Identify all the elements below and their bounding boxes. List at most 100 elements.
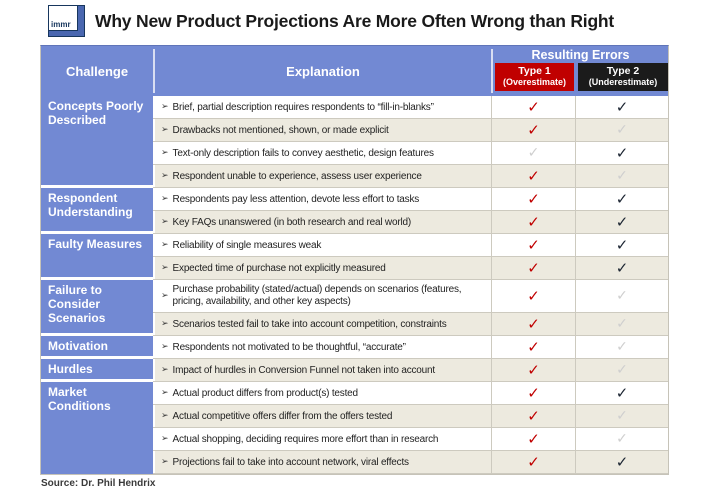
challenge-group-cell: Respondent Understanding: [41, 188, 153, 234]
explanation-cell: ➢ Scenarios tested fail to take into acco…: [153, 313, 491, 335]
table-row: ➢ Actual product differs from product(s) …: [153, 382, 668, 405]
type1-cell: ✓: [491, 165, 575, 187]
type2-black-check-icon: ✓: [615, 258, 629, 277]
table-row: ➢ Scenarios tested fail to take into acco…: [153, 313, 668, 336]
bullet-arrow-icon: ➢: [161, 125, 169, 135]
explanation-text: Key FAQs unanswered (in both research an…: [172, 216, 412, 228]
type1-cell: ✓: [491, 234, 575, 256]
type1-red-check-icon: ✓: [527, 406, 540, 425]
bullet-arrow-icon: ➢: [161, 102, 169, 112]
type1-cell: ✓: [491, 142, 575, 164]
challenge-group-rows: ➢ Reliability of single measures weak ✓ ✓ ➢ E…: [153, 234, 668, 280]
type1-cell: ✓: [491, 96, 575, 118]
bullet-arrow-icon: ➢: [161, 342, 169, 352]
bullet-arrow-icon: ➢: [161, 263, 169, 273]
type1-cell: ✓: [491, 280, 575, 312]
type2-cell: ✓: [575, 234, 668, 256]
type2-black-check-icon: ✓: [615, 212, 629, 231]
explanation-text: Scenarios tested fail to take into accou…: [172, 318, 447, 330]
header-divider: [491, 49, 493, 93]
table-row: ➢ Expected time of purchase not explicitl…: [153, 257, 668, 280]
explanation-cell: ➢ Actual product differs from product(s) …: [153, 382, 491, 404]
type1-red-check-icon: ✓: [527, 286, 540, 305]
table-row: ➢ Respondents not motivated to be thought…: [153, 336, 668, 359]
type2-black-check-icon: ✓: [615, 383, 629, 402]
type2-cell: ✓: [575, 451, 668, 473]
type1-red-check-icon: ✓: [527, 120, 540, 139]
challenge-group: Market Conditions ➢ Actual product differs…: [41, 382, 668, 474]
challenge-group-rows: ➢ Brief, partial description requires res…: [153, 96, 668, 188]
column-header-resulting-errors: Resulting Errors: [531, 47, 630, 62]
table-row: ➢ Impact of hurdles in Conversion Funnel …: [153, 359, 668, 382]
type1-red-check-icon: ✓: [527, 383, 540, 402]
explanation-cell: ➢ Text-only description fails to convey a…: [153, 142, 491, 164]
type1-cell: ✓: [491, 382, 575, 404]
challenge-group: Concepts Poorly Described ➢ Brief, partial…: [41, 96, 668, 188]
type2-cell: ✓: [575, 142, 668, 164]
challenge-group-rows: ➢ Respondents pay less attention, devote …: [153, 188, 668, 234]
explanation-cell: ➢ Respondent unable to experience, assess…: [153, 165, 491, 187]
type2-cell: ✓: [575, 313, 668, 335]
type2-black-check-icon: ✓: [615, 97, 629, 116]
explanation-text: Text-only description fails to convey ae…: [172, 147, 434, 159]
type1-cell: ✓: [491, 211, 575, 233]
type2-black-check-icon: ✓: [615, 235, 629, 254]
explanation-cell: ➢ Respondents pay less attention, devote …: [153, 188, 491, 210]
type2-black-check-icon: ✓: [615, 189, 629, 208]
bullet-arrow-icon: ➢: [161, 411, 169, 421]
explanation-cell: ➢ Respondents not motivated to be thought…: [153, 336, 491, 358]
explanation-text: Respondents pay less attention, devote l…: [172, 193, 420, 205]
challenge-group-cell: Market Conditions: [41, 382, 153, 474]
page-title: Why New Product Projections Are More Oft…: [95, 11, 615, 31]
bullet-arrow-icon: ➢: [161, 291, 169, 301]
bullet-arrow-icon: ➢: [161, 434, 169, 444]
type2-cell: ✓: [575, 428, 668, 450]
bullet-arrow-icon: ➢: [161, 457, 169, 467]
type2-cell: ✓: [575, 336, 668, 358]
type2-faint-check-icon: ✓: [616, 288, 628, 304]
type1-red-check-icon: ✓: [527, 452, 540, 471]
type2-faint-check-icon: ✓: [616, 122, 628, 138]
table-row: ➢ Purchase probability (stated/actual) de…: [153, 280, 668, 313]
explanation-text: Impact of hurdles in Conversion Funnel n…: [172, 364, 436, 376]
explanation-text: Actual competitive offers differ from th…: [172, 410, 393, 422]
type2-faint-check-icon: ✓: [616, 339, 628, 355]
challenge-group: Faulty Measures ➢ Reliability of single me…: [41, 234, 668, 280]
table-row: ➢ Respondent unable to experience, assess…: [153, 165, 668, 188]
type2-faint-check-icon: ✓: [616, 362, 628, 378]
type1-cell: ✓: [491, 119, 575, 141]
source-note: Source: Dr. Phil Hendrix: [41, 478, 156, 489]
explanation-cell: ➢ Projections fail to take into account n…: [153, 451, 491, 473]
type2-cell: ✓: [575, 257, 668, 279]
type1-red-check-icon: ✓: [527, 360, 540, 379]
type1-label: Type 1: [518, 65, 551, 77]
type1-cell: ✓: [491, 188, 575, 210]
type2-cell: ✓: [575, 165, 668, 187]
challenge-group: Motivation ➢ Respondents not motivated to …: [41, 336, 668, 359]
challenge-group-cell: Hurdles: [41, 359, 153, 382]
explanation-cell: ➢ Actual shopping, deciding requires more…: [153, 428, 491, 450]
table-row: ➢ Text-only description fails to convey a…: [153, 142, 668, 165]
column-header-type1: Type 1 (Overestimate): [495, 63, 574, 91]
bullet-arrow-icon: ➢: [161, 388, 169, 398]
challenge-group-rows: ➢ Impact of hurdles in Conversion Funnel …: [153, 359, 668, 382]
type1-red-check-icon: ✓: [527, 314, 540, 333]
table-row: ➢ Projections fail to take into account n…: [153, 451, 668, 474]
type1-cell: ✓: [491, 359, 575, 381]
challenge-group-rows: ➢ Actual product differs from product(s) …: [153, 382, 668, 474]
immr-logo: immr: [48, 5, 85, 37]
type1-red-check-icon: ✓: [527, 337, 540, 356]
table-row: ➢ Brief, partial description requires res…: [153, 96, 668, 119]
table-header: Challenge Explanation Resulting Errors T…: [41, 46, 668, 96]
explanation-cell: ➢ Drawbacks not mentioned, shown, or made…: [153, 119, 491, 141]
type2-cell: ✓: [575, 188, 668, 210]
explanation-text: Respondents not motivated to be thoughtf…: [172, 341, 406, 353]
table-body: Concepts Poorly Described ➢ Brief, partial…: [41, 96, 668, 474]
challenge-group-rows: ➢ Respondents not motivated to be thought…: [153, 336, 668, 359]
immr-logo-face: immr: [49, 6, 78, 31]
explanation-text: Actual product differs from product(s) t…: [172, 387, 359, 399]
type2-cell: ✓: [575, 96, 668, 118]
explanation-text: Purchase probability (stated/actual) dep…: [172, 284, 462, 307]
type1-red-check-icon: ✓: [527, 97, 540, 116]
column-header-challenge: Challenge: [65, 63, 129, 79]
